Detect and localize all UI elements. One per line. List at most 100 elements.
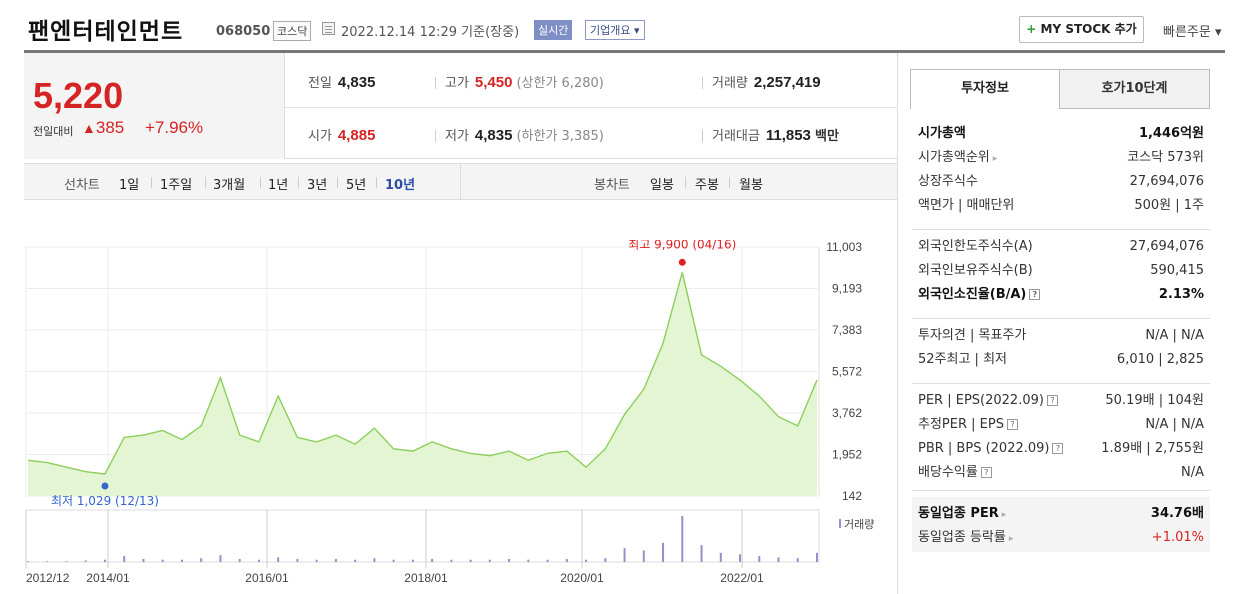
volume-bar (816, 552, 818, 562)
period-10y[interactable]: 10년 (385, 178, 416, 193)
price-chart[interactable]: 11,003 9,193 7,383 5,572 3,762 1,952 142 2012/1… (24, 240, 896, 594)
info-row: 외국인한도주식수(A) 27,694,076 (918, 238, 1204, 256)
info-label-text: 투자의견 | 목표주가 (918, 328, 1027, 343)
volume-bar (354, 559, 357, 562)
candle-weekly[interactable]: 주봉 (695, 178, 719, 193)
current-price: 5,220 (33, 75, 124, 116)
volume-label: 거래량 (712, 76, 748, 91)
x-tick-label: 2018/01 (404, 571, 448, 585)
my-stock-add-button[interactable]: + MY STOCK 추가 (1019, 16, 1144, 43)
info-row: 외국인소진율(B/A)? 2.13% (918, 286, 1204, 304)
info-label: 외국인소진율(B/A)? (918, 286, 1041, 304)
header-divider (24, 50, 1225, 53)
volume-bar (681, 516, 684, 562)
info-value: 34.76배 (1150, 506, 1204, 521)
company-overview-dropdown[interactable]: 기업개요 ▾ (585, 20, 645, 40)
volume-bar (84, 560, 87, 562)
info-value: 6,010 | 2,825 (1116, 352, 1204, 367)
period-1d[interactable]: 1일 (119, 178, 140, 193)
amount-unit: 백만 (815, 129, 839, 144)
info-label: 시가총액 (918, 125, 966, 143)
info-label: 52주최고 | 최저 (918, 351, 1007, 369)
period-1y[interactable]: 1년 (268, 178, 289, 193)
divider (729, 177, 730, 188)
info-label: 추정PER | EPS? (918, 416, 1018, 434)
help-icon[interactable]: ? (1052, 443, 1064, 454)
info-row: 액면가 | 매매단위 500원 | 1주 (918, 197, 1204, 215)
x-tick-label: 2014/01 (86, 571, 130, 585)
info-label-text: 상장주식수 (918, 174, 978, 189)
info-value: 50.19배 | 104원 (1105, 393, 1204, 408)
prev-close: 전일 4,835 (308, 72, 375, 91)
volume: 거래량 2,257,419 (712, 72, 821, 91)
volume-bar (142, 558, 145, 562)
chevron-right-icon[interactable]: ▸ (1008, 534, 1014, 544)
low-value: 4,835 (474, 127, 513, 144)
period-1w[interactable]: 1주일 (160, 178, 193, 193)
price-area-fill (28, 272, 817, 496)
info-label-text: 외국인소진율(B/A) (918, 287, 1027, 302)
volume-bar (180, 559, 183, 562)
volume-legend-swatch (839, 519, 841, 528)
period-5y[interactable]: 5년 (346, 178, 367, 193)
low-label: 저가 (445, 129, 469, 144)
info-label: 동일업종 등락률 ▸ (918, 529, 1013, 548)
candle-monthly[interactable]: 월봉 (739, 178, 763, 193)
min-point (101, 482, 109, 490)
volume-bar (334, 558, 337, 562)
plus-icon: + (1026, 22, 1037, 36)
help-icon[interactable]: ? (1006, 419, 1018, 430)
info-label: 외국인보유주식수(B) (918, 262, 1033, 280)
chevron-right-icon[interactable]: ▸ (992, 154, 998, 164)
info-label-text: PER | EPS(2022.09) (918, 393, 1044, 408)
open-price: 시가 4,885 (308, 125, 375, 144)
divider (151, 177, 152, 188)
info-value: 2.13% (1158, 287, 1204, 302)
volume-bar (719, 552, 722, 562)
volume-bar (623, 548, 626, 562)
volume-bar (777, 557, 780, 562)
info-row: 시가총액순위 ▸ 코스닥 573위 (918, 149, 1204, 167)
calendar-icon (322, 22, 335, 35)
change-value: 385 (95, 118, 125, 137)
volume-bar (508, 558, 511, 562)
period-3y[interactable]: 3년 (307, 178, 328, 193)
price-change: ▲385 (82, 118, 124, 138)
info-row: PER | EPS(2022.09)? 50.19배 | 104원 (918, 392, 1204, 410)
high-value: 5,450 (474, 74, 513, 91)
tab-orderbook-10[interactable]: 호가10단계 (1059, 69, 1210, 109)
info-label-text: 외국인보유주식수(B) (918, 263, 1033, 278)
divider (376, 177, 377, 188)
info-label: 배당수익률? (918, 464, 992, 482)
info-row: 동일업종 PER ▸ 34.76배 (918, 505, 1204, 523)
info-row: 투자의견 | 목표주가 N/A | N/A (918, 327, 1204, 345)
section-divider (912, 383, 1210, 384)
tab-investment-info[interactable]: 투자정보 (910, 69, 1060, 109)
help-icon[interactable]: ? (980, 467, 992, 478)
info-value: N/A | N/A (1145, 328, 1204, 343)
info-label-text: 동일업종 등락률 (918, 530, 1006, 545)
help-icon[interactable]: ? (1046, 395, 1058, 406)
x-tick-label: 2020/01 (560, 571, 604, 585)
info-value: N/A (1181, 465, 1204, 480)
help-icon[interactable]: ? (1029, 289, 1041, 300)
info-label-text: PBR | BPS (2022.09) (918, 441, 1050, 456)
info-row: 외국인보유주식수(B) 590,415 (918, 262, 1204, 280)
chart-period-bar: 선차트 1일 1주일 3개월 1년 3년 5년 10년 봉차트 일봉 주봉 월봉 (24, 163, 897, 200)
info-label: 동일업종 PER ▸ (918, 505, 1006, 524)
min-label: 최저 1,029 (12/13) (51, 494, 159, 508)
panel-divider (897, 53, 898, 594)
industry-box (912, 497, 1210, 552)
info-label-text: 추정PER | EPS (918, 417, 1004, 432)
open-value: 4,885 (337, 127, 376, 144)
quick-order-dropdown[interactable]: 빠른주문 ▾ (1163, 25, 1222, 40)
candle-daily[interactable]: 일봉 (650, 178, 674, 193)
chevron-right-icon[interactable]: ▸ (1001, 510, 1007, 520)
info-label: 외국인한도주식수(A) (918, 238, 1033, 256)
line-chart-label: 선차트 (64, 178, 100, 193)
realtime-badge[interactable]: 실시간 (534, 20, 573, 40)
header: 팬엔터테인먼트 068050 코스닥 2022.12.14 12:29 기준(장… (0, 0, 1241, 52)
change-label: 전일대비 (33, 125, 74, 138)
period-3m[interactable]: 3개월 (213, 178, 246, 193)
volume-bar (585, 559, 588, 562)
